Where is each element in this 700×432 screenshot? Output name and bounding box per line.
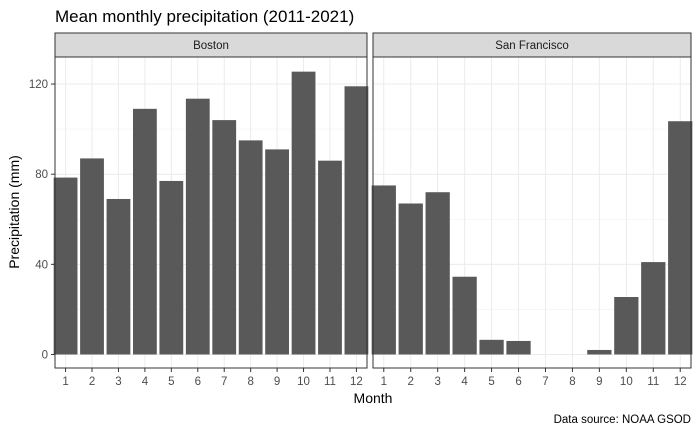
x-tick-label: 2 xyxy=(89,376,95,388)
bar-month-3 xyxy=(425,192,450,355)
bar-month-5 xyxy=(479,339,504,355)
x-tick-label: 3 xyxy=(115,376,121,388)
bar-month-4 xyxy=(133,108,157,355)
bars-san-francisco xyxy=(371,121,693,355)
x-tick-label: 10 xyxy=(620,376,633,388)
bar-month-10 xyxy=(614,297,639,355)
x-tick-label: 7 xyxy=(221,376,227,388)
facet-strip-san-francisco xyxy=(372,32,692,58)
x-tick-label: 1 xyxy=(381,376,387,388)
bar-month-11 xyxy=(641,262,666,355)
y-tick-label: 80 xyxy=(35,169,48,181)
y-tick-label: 0 xyxy=(42,349,48,361)
x-tick-label: 6 xyxy=(515,376,521,388)
bar-month-10 xyxy=(291,71,316,355)
x-tick-label: 5 xyxy=(168,376,174,388)
facet-label-boston: Boston xyxy=(193,40,229,52)
x-tick-label: 12 xyxy=(674,376,687,388)
panel-border-boston xyxy=(54,56,368,369)
bar-month-4 xyxy=(452,276,477,355)
bar-month-7 xyxy=(212,120,237,355)
bar-month-6 xyxy=(185,98,210,355)
x-tick-label: 7 xyxy=(542,376,548,388)
x-tick-label: 1 xyxy=(62,376,68,388)
x-tick-label: 9 xyxy=(274,376,280,388)
bar-month-3 xyxy=(106,198,131,355)
bar-month-12 xyxy=(344,86,369,355)
chart-title: Mean monthly precipitation (2011-2021) xyxy=(55,7,354,26)
x-tick-label: 11 xyxy=(647,376,659,388)
x-tick-label: 11 xyxy=(324,376,336,388)
y-axis: 0 40 80 120 xyxy=(29,79,55,361)
y-axis-title: Precipitation (mm) xyxy=(6,155,22,269)
bar-month-12 xyxy=(668,121,693,355)
bar-month-9 xyxy=(587,349,612,355)
bar-month-2 xyxy=(398,203,423,355)
bar-month-5 xyxy=(159,180,184,355)
bar-month-1 xyxy=(53,177,78,355)
x-tick-label: 2 xyxy=(408,376,414,388)
x-tick-label: 6 xyxy=(195,376,201,388)
y-tick-label: 40 xyxy=(35,259,48,271)
bar-month-1 xyxy=(371,185,396,355)
chart-caption: Data source: NOAA GSOD xyxy=(554,414,691,426)
x-tick-label: 4 xyxy=(461,376,468,388)
y-tick-label: 120 xyxy=(29,79,48,91)
facet-strip-boston xyxy=(54,32,368,58)
bar-month-6 xyxy=(506,340,531,355)
x-axis-san-francisco: 1 2 3 4 5 6 7 8 9 10 11 12 xyxy=(381,368,687,388)
x-tick-label: 5 xyxy=(488,376,494,388)
x-tick-label: 12 xyxy=(350,376,363,388)
x-tick-label: 3 xyxy=(434,376,440,388)
x-tick-label: 4 xyxy=(142,376,149,388)
x-axis-title: Month xyxy=(354,390,393,406)
panel-border-san-francisco xyxy=(372,56,692,369)
x-tick-label: 8 xyxy=(569,376,575,388)
x-tick-label: 8 xyxy=(247,376,253,388)
facet-label-san-francisco: San Francisco xyxy=(495,40,569,52)
bar-month-11 xyxy=(318,160,342,355)
x-tick-label: 9 xyxy=(596,376,602,388)
x-axis-boston: 1 2 3 4 5 6 7 8 9 10 11 12 xyxy=(62,368,363,388)
facet-san-francisco: San Francisco 1 2 3 4 5 6 7 8 9 10 11 12 xyxy=(371,32,693,388)
bar-month-9 xyxy=(265,149,289,355)
bar-month-2 xyxy=(80,158,104,355)
bar-month-8 xyxy=(238,140,263,355)
x-tick-label: 10 xyxy=(297,376,310,388)
bars-boston xyxy=(53,71,369,355)
